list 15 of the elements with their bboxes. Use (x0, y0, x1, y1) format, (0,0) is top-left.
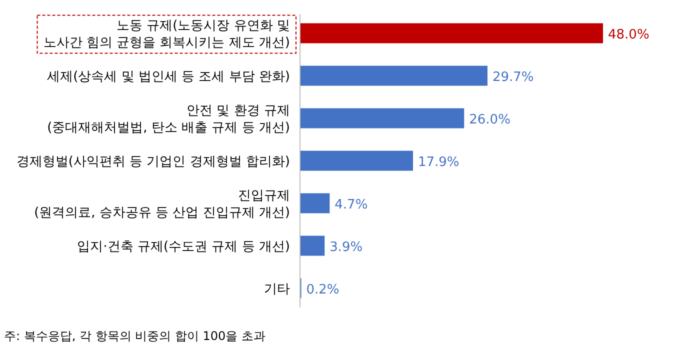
y-tick-label: 안전 및 환경 규제 (중대재해처벌법, 탄소 배출 규제 등 개선) (47, 103, 290, 136)
data-label: 0.2% (306, 282, 340, 298)
y-tick-label: 진입규제 (원격의료, 승차공유 등 산업 진입규제 개선) (34, 188, 290, 220)
text: 주: 복수응답, 각 항목의 비중의 합이 100을 초과 (4, 329, 266, 343)
data-label: 3.9% (330, 240, 363, 255)
data-label: 29.7% (492, 70, 534, 85)
y-tick-label: 경제형벌(사익편취 등 기업인 경제형벌 합리화) (16, 154, 290, 170)
data-label: 48.0% (608, 27, 650, 42)
data-label: 17.9% (418, 154, 460, 170)
data-label: 4.7% (334, 197, 368, 212)
y-tick-label: 세제(상속세 및 법인세 등 조세 부담 완화) (47, 69, 290, 84)
data-label: 26.0% (469, 112, 510, 128)
y-tick-label: 노동 규제(노동시장 유연화 및 노사간 힘의 균형을 회복시키는 제도 개선) (43, 18, 290, 50)
y-tick-label: 기타 (264, 282, 290, 297)
y-tick-label: 입지·건축 규제(수도권 규제 등 개선) (77, 239, 290, 254)
